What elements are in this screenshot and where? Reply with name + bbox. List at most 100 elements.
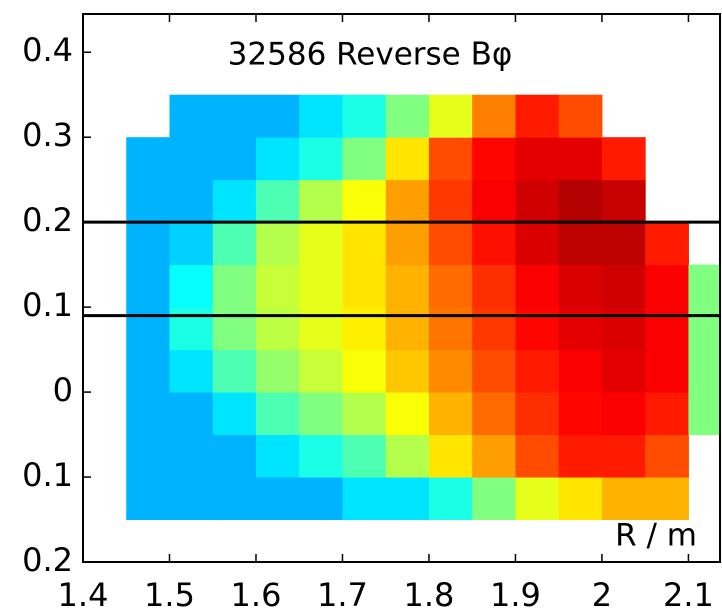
y-tick-label: 0.2 — [22, 201, 73, 239]
heat-cell — [645, 307, 689, 351]
heat-cell — [299, 392, 343, 436]
heat-cell — [212, 137, 257, 181]
heat-cell — [299, 179, 343, 223]
heat-cell — [169, 434, 214, 478]
heat-cell — [126, 264, 170, 308]
heat-cell — [645, 222, 689, 266]
heat-cell — [385, 179, 430, 223]
heat-cell — [169, 137, 214, 181]
y-tick-label: 0.1 — [22, 286, 73, 324]
heat-cell — [601, 137, 646, 181]
heat-cell — [169, 307, 214, 351]
heat-cell — [558, 392, 603, 436]
heat-cell — [126, 179, 170, 223]
heat-cell — [601, 434, 646, 478]
heat-cell — [515, 179, 560, 223]
y-tick-label: 0.2 — [22, 541, 73, 579]
heat-cell — [255, 434, 300, 478]
heat-cell — [212, 307, 257, 351]
heat-cell — [126, 349, 170, 393]
heat-cell — [342, 94, 387, 138]
heat-cell — [558, 349, 603, 393]
heat-cell — [558, 179, 603, 223]
heat-cell — [342, 137, 387, 181]
heat-cell — [515, 477, 560, 521]
heat-cell — [342, 349, 387, 393]
heat-cell — [515, 307, 560, 351]
heat-cell — [342, 264, 387, 308]
heat-cell — [645, 264, 689, 308]
heat-cell — [212, 434, 257, 478]
heat-cell — [472, 392, 516, 436]
heat-cell — [299, 94, 343, 138]
y-tick-label: 0.1 — [22, 456, 73, 494]
heat-cell — [385, 137, 430, 181]
heat-cell — [472, 222, 516, 266]
heat-cell — [688, 264, 720, 308]
heat-cell — [255, 349, 300, 393]
heat-cell — [472, 264, 516, 308]
heat-cell — [558, 307, 603, 351]
y-tick-label: 0 — [53, 371, 73, 409]
heat-cell — [428, 434, 473, 478]
heat-cell — [299, 264, 343, 308]
heat-cell — [645, 392, 689, 436]
heat-cell — [385, 264, 430, 308]
heat-cell — [601, 477, 646, 521]
heat-cell — [299, 307, 343, 351]
heat-cell — [255, 264, 300, 308]
heat-cell — [126, 477, 170, 521]
heat-cell — [558, 94, 603, 138]
heat-cell — [515, 264, 560, 308]
heat-cell — [601, 349, 646, 393]
heat-cell — [255, 307, 300, 351]
heat-cell — [299, 477, 343, 521]
heat-cell — [126, 307, 170, 351]
heatmap — [126, 94, 720, 521]
heat-cell — [558, 434, 603, 478]
heat-cell — [558, 264, 603, 308]
heat-cell — [385, 222, 430, 266]
heat-cell — [299, 434, 343, 478]
heat-cell — [385, 434, 430, 478]
heat-cell — [342, 307, 387, 351]
plot-frame — [82, 13, 721, 563]
heat-cell — [212, 179, 257, 223]
heat-cell — [645, 477, 689, 521]
heat-cell — [428, 137, 473, 181]
heat-cell — [558, 477, 603, 521]
heat-cell — [385, 94, 430, 138]
heat-cell — [212, 94, 257, 138]
heat-cell — [645, 434, 689, 478]
heat-cell — [515, 392, 560, 436]
heat-cell — [255, 137, 300, 181]
heat-cell — [255, 94, 300, 138]
heat-cell — [515, 349, 560, 393]
heat-cell — [385, 392, 430, 436]
heat-cell — [428, 264, 473, 308]
heat-cell — [342, 434, 387, 478]
heat-cell — [515, 434, 560, 478]
heat-cell — [385, 477, 430, 521]
heat-cell — [472, 179, 516, 223]
x-tick-label: 2 — [592, 576, 612, 614]
heat-cell — [428, 349, 473, 393]
heat-cell — [472, 307, 516, 351]
chart-title: 32586 Reverse Bφ — [228, 37, 513, 73]
x-axis-label: R / m — [615, 518, 697, 554]
heat-cell — [342, 392, 387, 436]
heat-cell — [385, 349, 430, 393]
heat-cell — [255, 179, 300, 223]
heat-cell — [515, 94, 560, 138]
heat-cell — [601, 392, 646, 436]
heat-cell — [126, 137, 170, 181]
y-tick-label: 0.3 — [22, 116, 73, 154]
heat-cell — [299, 349, 343, 393]
heat-cell — [126, 222, 170, 266]
heat-cell — [212, 222, 257, 266]
heat-cell — [126, 434, 170, 478]
heat-cell — [169, 349, 214, 393]
heat-cell — [428, 307, 473, 351]
heat-cell — [688, 349, 720, 393]
